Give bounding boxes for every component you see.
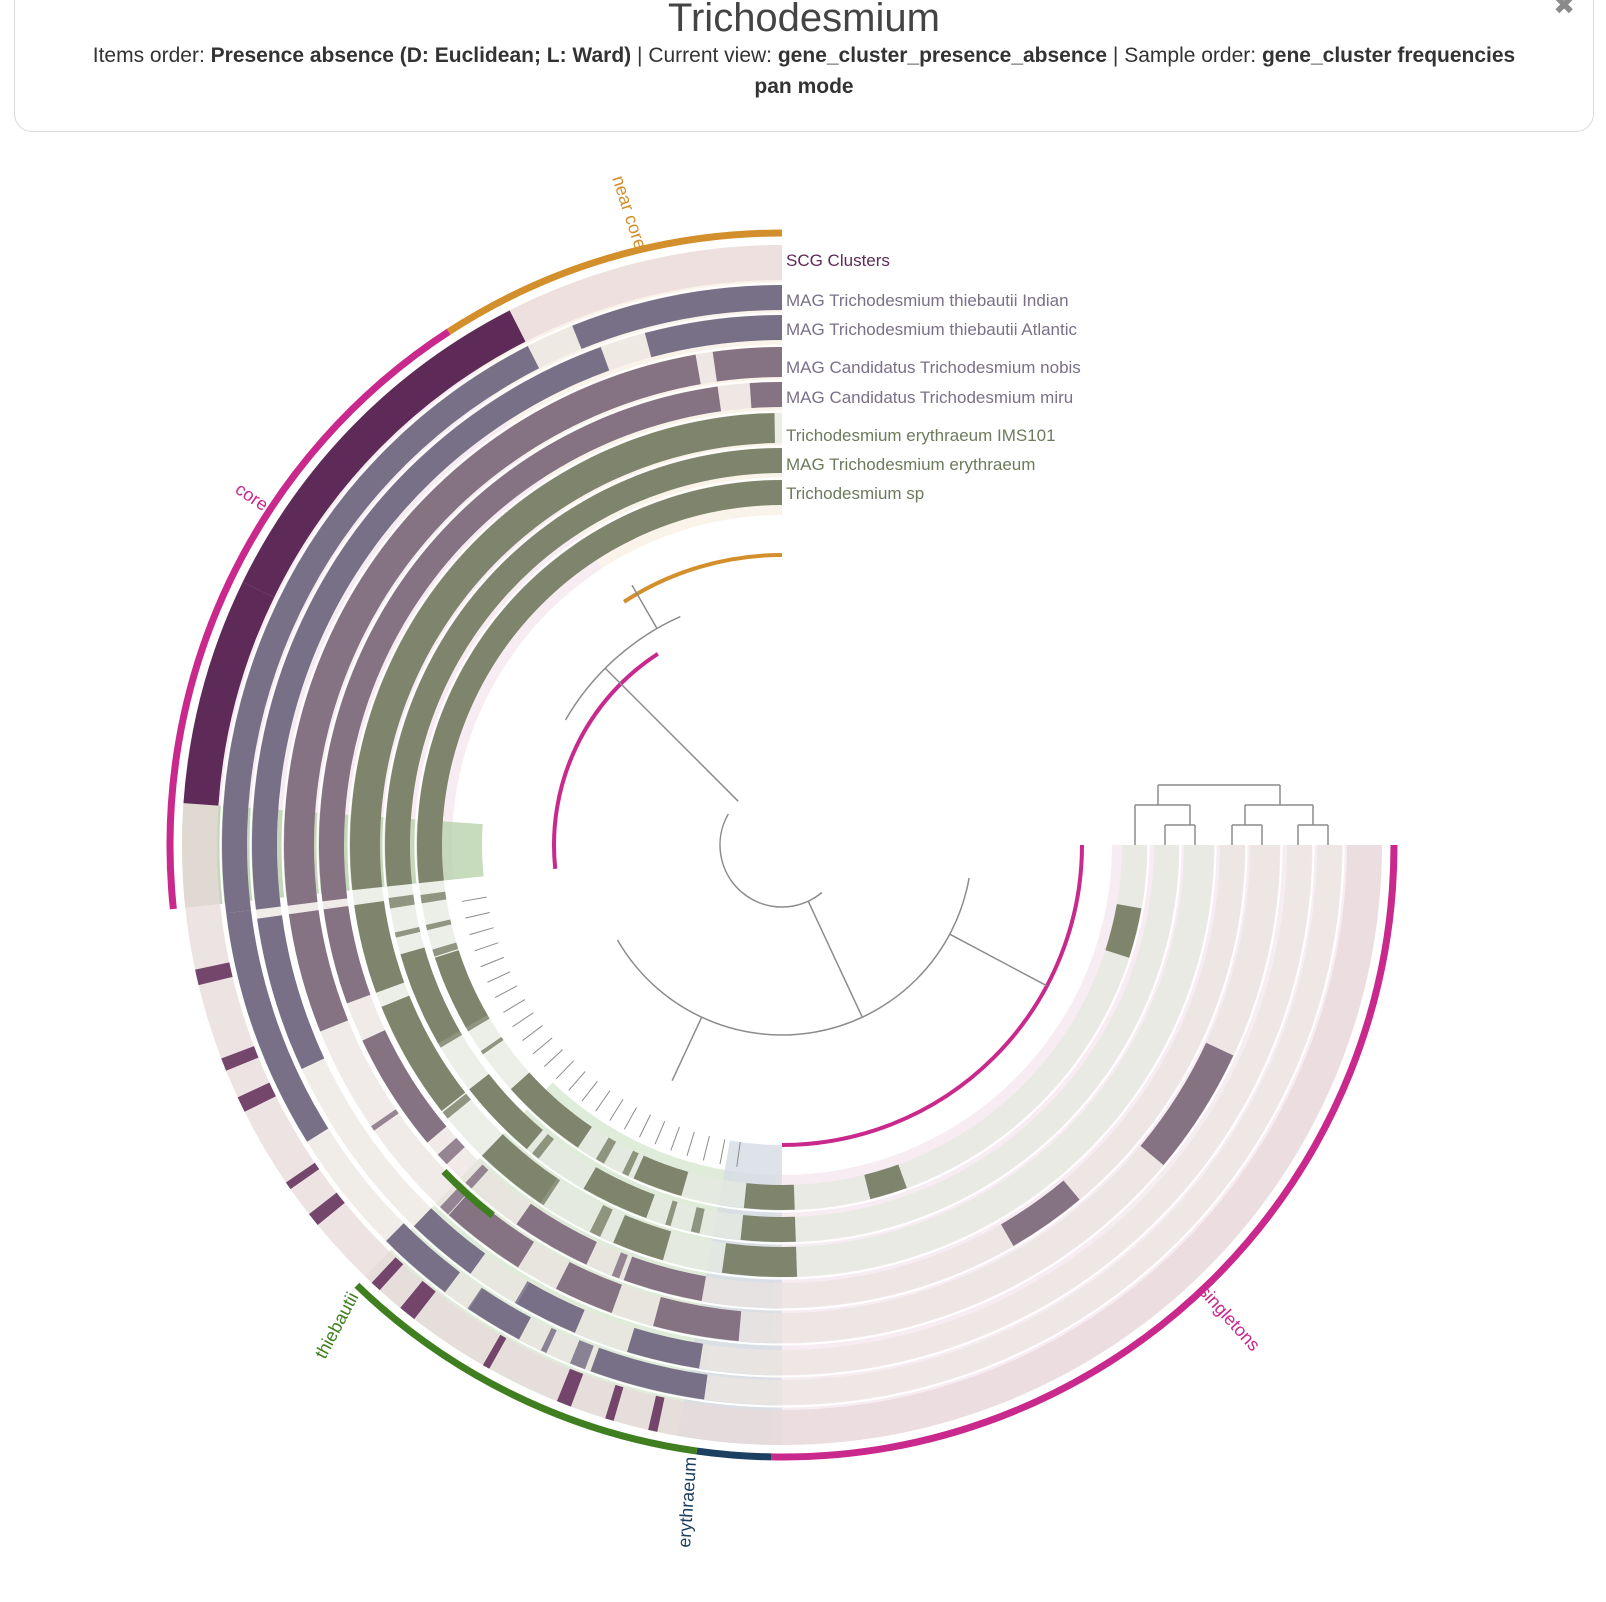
layer-label: SCG Clusters <box>786 251 890 270</box>
tree-branch <box>605 668 738 801</box>
tree-leaf <box>640 1115 651 1137</box>
tree-leaf <box>465 912 489 918</box>
tree-leaf <box>655 1121 665 1144</box>
presence-bar <box>713 347 782 382</box>
close-icon[interactable]: ✖ <box>1553 0 1575 18</box>
bin-label-core: core <box>232 479 272 515</box>
tree-leaf <box>481 957 504 966</box>
tree-leaf <box>556 1061 573 1079</box>
separator: | <box>637 44 642 67</box>
tree-leaf <box>475 943 499 951</box>
tree-leaf <box>487 972 510 983</box>
layer-label: MAG Trichodesmium thiebautii Atlantic <box>786 320 1078 339</box>
tree-leaf <box>610 1099 623 1120</box>
tree-branch <box>672 1017 702 1080</box>
mode-value: pan mode <box>754 75 853 98</box>
tree-leaf <box>470 928 494 935</box>
presence-bar <box>744 1183 795 1210</box>
tree-leaf <box>687 1132 694 1156</box>
presence-bar <box>741 1215 796 1242</box>
tree-branch <box>808 901 862 1017</box>
tree-leaf <box>513 1013 534 1027</box>
tree-branch <box>617 878 969 1035</box>
layer-labels: SCG Clusters MAG Trichodesmium thiebautii… <box>786 251 1081 503</box>
dendrogram <box>462 555 1082 1167</box>
current-view-value: gene_cluster_presence_absence <box>778 44 1107 67</box>
tree-leaf <box>522 1026 542 1041</box>
tree-leaf <box>582 1081 597 1101</box>
tree-leaf <box>720 1139 725 1164</box>
tree-leaf <box>503 1000 524 1013</box>
bin-label-erythraeum: erythraeum <box>674 1456 700 1548</box>
layer-label: MAG Candidatus Trichodesmium miru <box>786 388 1073 407</box>
phylogram-canvas[interactable]: SCG Clusters MAG Trichodesmium thiebautii… <box>0 140 1606 1602</box>
tree-leaf <box>495 986 517 998</box>
presence-bar <box>722 1243 797 1277</box>
tree-branch <box>950 934 1047 986</box>
page-title: Trichodesmium <box>15 0 1593 41</box>
tree-leaf <box>671 1127 680 1150</box>
separator: | <box>1113 44 1118 67</box>
sample-dendrogram <box>1135 785 1328 845</box>
tree-leaf <box>703 1136 709 1160</box>
tree-leaf <box>533 1038 552 1054</box>
bin-arc-erythraeum[interactable] <box>697 1451 771 1457</box>
tree-branch <box>565 617 680 720</box>
tree-leaf <box>462 897 487 901</box>
tree-leaf <box>544 1050 562 1067</box>
ordering-info: Items order: Presence absence (D: Euclid… <box>45 40 1563 102</box>
layer-label: Trichodesmium erythraeum IMS101 <box>786 426 1056 445</box>
bin-label-near-core: near core <box>608 173 651 252</box>
presence-bar <box>750 382 782 408</box>
layer-label: MAG Trichodesmium thiebautii Indian <box>786 291 1069 310</box>
bin-label-singletons: singletons <box>1195 1281 1264 1355</box>
current-view-label: Current view: <box>648 44 772 67</box>
tree-leaf <box>569 1071 585 1090</box>
tree-leaf <box>624 1107 636 1129</box>
near-core-clade-arc <box>624 555 782 602</box>
bin-label-thiebautii: thiebautii <box>311 1289 362 1362</box>
title-panel: Trichodesmium Items order: Presence abse… <box>14 0 1594 132</box>
layer-label: Trichodesmium sp <box>786 484 924 503</box>
core-clade-arc <box>554 654 658 869</box>
layer-label: MAG Trichodesmium erythraeum <box>786 455 1035 474</box>
tree-branch <box>720 814 822 907</box>
items-order-value: Presence absence (D: Euclidean; L: Ward) <box>211 44 632 67</box>
sample-order-value: gene_cluster frequencies <box>1262 44 1515 67</box>
layer-label: MAG Candidatus Trichodesmium nobis <box>786 358 1081 377</box>
tree-leaf <box>596 1091 610 1111</box>
items-order-label: Items order: <box>93 44 205 67</box>
sample-order-label: Sample order: <box>1124 44 1256 67</box>
